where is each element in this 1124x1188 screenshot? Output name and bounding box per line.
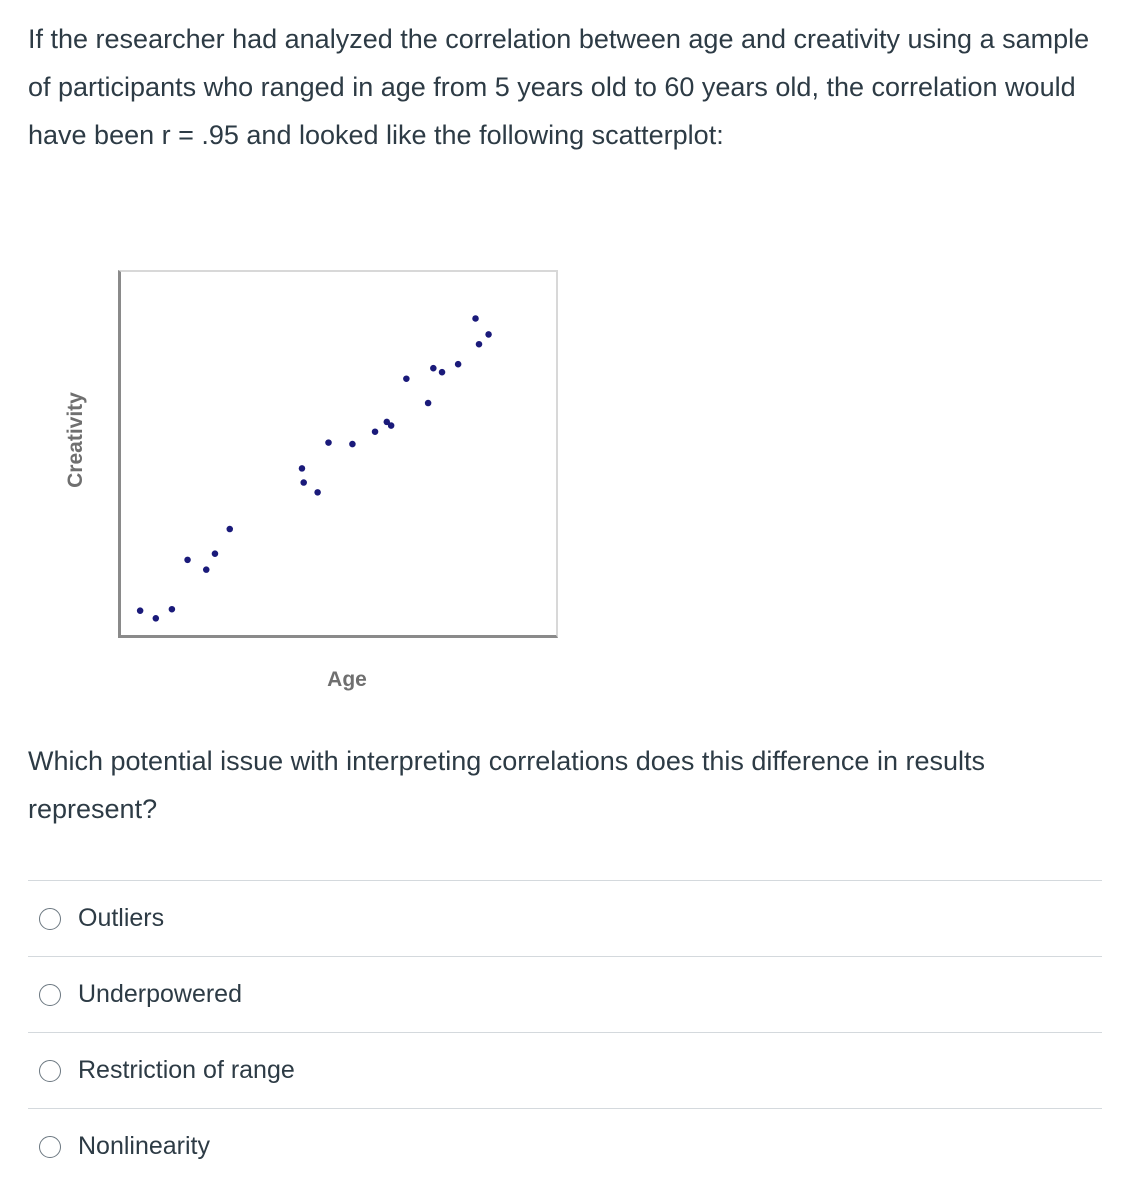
scatter-point xyxy=(472,315,479,322)
question-prompt: Which potential issue with interpreting … xyxy=(28,746,985,824)
scatter-point xyxy=(371,428,379,435)
scatter-point xyxy=(383,418,391,426)
radio-button[interactable] xyxy=(39,1059,61,1082)
scatter-point xyxy=(300,479,307,486)
option-underpowered[interactable]: Underpowered xyxy=(28,956,1102,1032)
scatter-point xyxy=(325,439,332,446)
option-restriction-of-range[interactable]: Restriction of range xyxy=(28,1032,1102,1108)
option-nonlinearity[interactable]: Nonlinearity xyxy=(28,1108,1102,1184)
y-axis-label: Creativity xyxy=(64,392,87,488)
scatter-point xyxy=(430,364,437,372)
scatter-point xyxy=(454,360,462,368)
scatter-point xyxy=(168,605,176,613)
option-label: Restriction of range xyxy=(78,1056,295,1084)
x-axis-label: Age xyxy=(327,668,367,691)
scatter-point xyxy=(475,340,483,348)
scatter-point xyxy=(403,375,410,382)
scatter-point xyxy=(211,550,219,557)
scatter-point xyxy=(298,465,306,472)
option-outliers[interactable]: Outliers xyxy=(28,880,1102,956)
radio-button[interactable] xyxy=(39,1135,61,1158)
scatter-point xyxy=(202,566,210,573)
scatter-point xyxy=(349,440,356,448)
answer-options: Outliers Underpowered Restriction of ran… xyxy=(28,880,1102,1184)
radio-button[interactable] xyxy=(39,907,61,930)
question-intro: If the researcher had analyzed the corre… xyxy=(28,24,1090,150)
scatter-point xyxy=(424,399,432,407)
radio-button[interactable] xyxy=(39,983,61,1006)
scatter-point xyxy=(438,368,446,376)
scatter-point xyxy=(152,615,160,622)
scatter-point xyxy=(226,525,234,533)
scatter-point xyxy=(314,489,321,496)
scatter-point xyxy=(387,422,395,429)
option-label: Nonlinearity xyxy=(78,1132,211,1160)
scatter-points xyxy=(136,315,492,622)
scatter-point xyxy=(485,331,492,338)
option-label: Outliers xyxy=(78,904,165,932)
scatterplot xyxy=(118,270,558,638)
option-label: Underpowered xyxy=(78,980,242,1008)
scatter-point xyxy=(184,556,191,564)
scatter-point xyxy=(136,607,144,614)
